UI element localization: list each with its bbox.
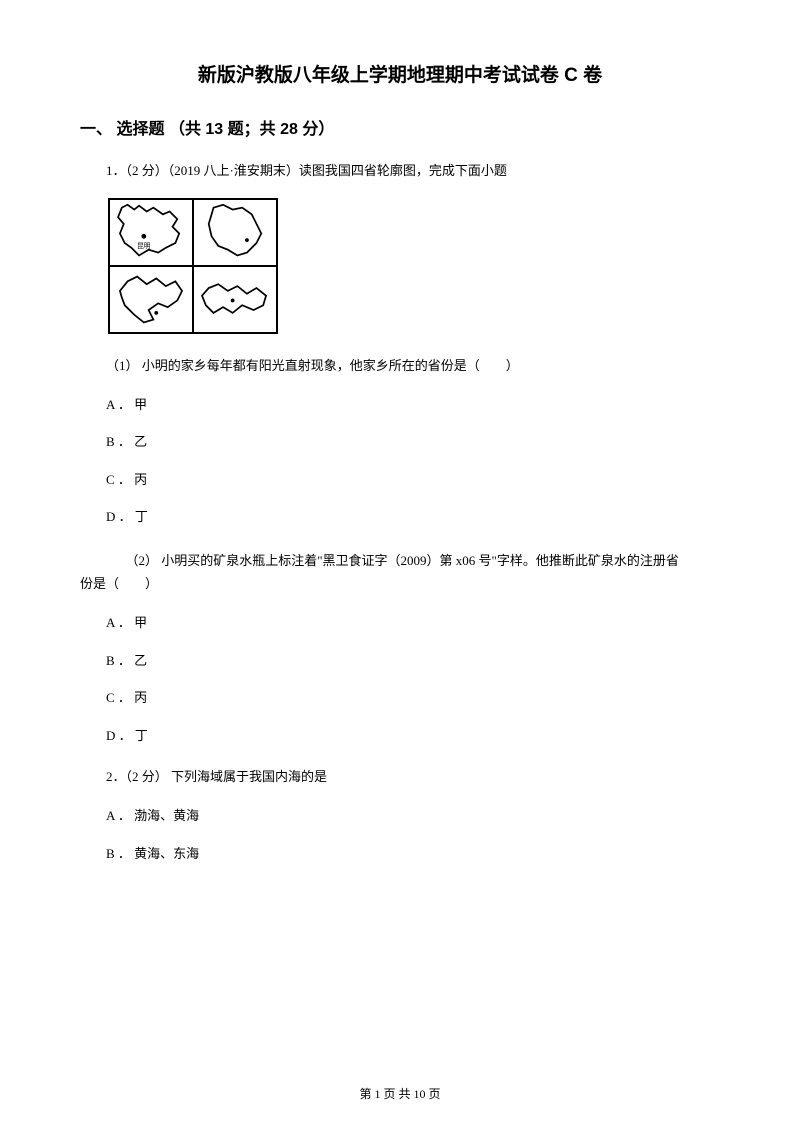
q1-sub2-option-b: B ． 乙	[80, 651, 720, 671]
q1-sub1-option-c: C ． 丙	[80, 470, 720, 490]
province-cell-3	[109, 266, 193, 333]
section-header: 一、 选择题 （共 13 题；共 28 分）	[80, 115, 720, 139]
province-map-figure: 昆明	[108, 198, 720, 334]
section-number: 一、	[80, 121, 112, 138]
svg-text:昆明: 昆明	[137, 242, 151, 250]
q1-sub2-option-d: D ． 丁	[80, 726, 720, 746]
section-meta: （共 13 题；共 28 分）	[169, 121, 334, 138]
q1-sub2-option-a: A ． 甲	[80, 613, 720, 633]
q2-option-a: A ． 渤海、黄海	[80, 806, 720, 826]
q1-sub2-line1: （2） 小明买的矿泉水瓶上标注着"黑卫食证字（2009）第 x06 号"字样。他…	[80, 549, 720, 572]
section-name: 选择题	[116, 121, 164, 138]
q1-sub1: （1） 小明的家乡每年都有阳光直射现象，他家乡所在的省份是（ ）	[80, 356, 720, 377]
q2-header: 2．（2 分） 下列海域属于我国内海的是	[80, 767, 720, 788]
q1-sub2-option-c: C ． 丙	[80, 688, 720, 708]
page-footer: 第 1 页 共 10 页	[0, 1085, 800, 1102]
province-cell-1: 昆明	[109, 199, 193, 266]
province-cell-4	[193, 266, 277, 333]
q1-header: 1．（2 分）（2019 八上·淮安期末）读图我国四省轮廓图，完成下面小题	[80, 161, 720, 182]
q1-sub1-option-a: A ． 甲	[80, 395, 720, 415]
q2-option-b: B ． 黄海、东海	[80, 844, 720, 864]
page-title: 新版沪教版八年级上学期地理期中考试试卷 C 卷	[80, 60, 720, 87]
province-cell-2	[193, 199, 277, 266]
q1-sub1-option-d: D ． 丁	[80, 507, 720, 527]
province-grid: 昆明	[108, 198, 278, 334]
q1-sub2-line2: 份是（ ）	[80, 572, 720, 595]
q1-sub1-option-b: B ． 乙	[80, 432, 720, 452]
